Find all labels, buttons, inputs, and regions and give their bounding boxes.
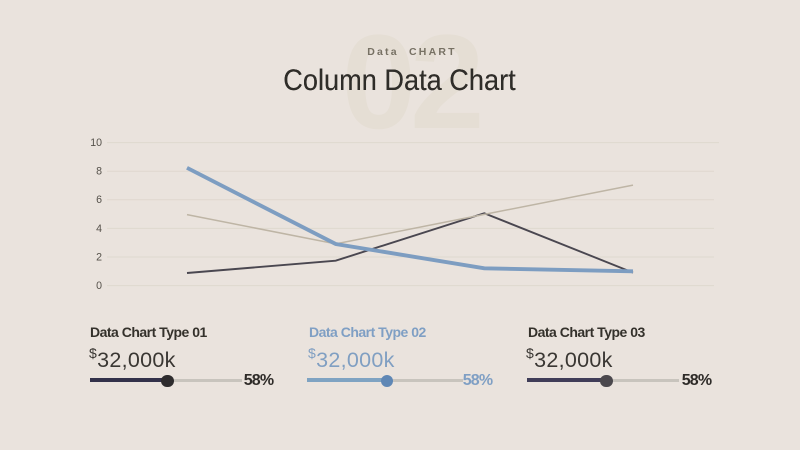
svg-text:6: 6 [96,194,102,206]
svg-text:10: 10 [90,137,102,149]
svg-text:4: 4 [96,223,102,235]
svg-text:2: 2 [96,251,102,263]
svg-text:0: 0 [96,280,102,292]
svg-text:8: 8 [96,166,102,178]
